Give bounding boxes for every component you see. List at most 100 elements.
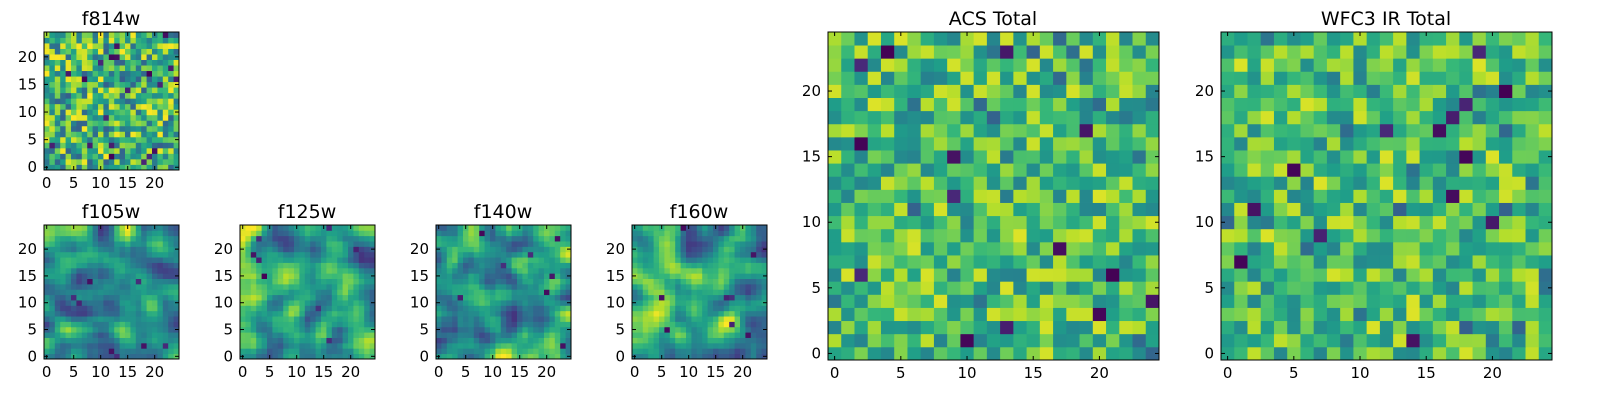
heatmap-cell	[1538, 84, 1553, 98]
heatmap-cell	[484, 326, 491, 333]
heatmap-cell	[653, 262, 660, 269]
heatmap-cell	[98, 262, 104, 269]
heatmap-cell	[560, 235, 566, 242]
heatmap-cell	[686, 241, 692, 247]
heatmap-cell	[1419, 71, 1434, 85]
heatmap-cell	[680, 289, 687, 296]
heatmap-cell	[92, 114, 99, 121]
y-tick-label: 5	[223, 321, 233, 339]
heatmap-cell	[272, 267, 279, 274]
heatmap-cell	[267, 321, 273, 328]
heatmap-cell	[125, 131, 131, 138]
heatmap-cell	[1353, 294, 1368, 308]
heatmap-cell	[1326, 176, 1341, 190]
heatmap-cell	[560, 300, 566, 306]
heatmap-cell	[44, 37, 50, 44]
heatmap-cell	[933, 84, 948, 98]
heatmap-cell	[283, 283, 289, 290]
heatmap-cell	[76, 353, 83, 360]
heatmap-cell	[141, 109, 147, 116]
heatmap-cell	[1026, 189, 1041, 203]
heatmap-cell	[828, 71, 842, 85]
heatmap-cell	[446, 294, 453, 301]
heatmap-cell	[729, 267, 735, 274]
heatmap-cell	[642, 251, 649, 258]
heatmap-cell	[1326, 268, 1341, 282]
heatmap-cell	[933, 346, 948, 361]
heatmap-cell	[1419, 333, 1434, 348]
heatmap-cell	[108, 153, 115, 160]
heatmap-cell	[880, 307, 895, 322]
heatmap-cell	[1273, 84, 1288, 98]
panel-f105w: f105w 0 5 10 15 20 0 5 10 15 20	[18, 201, 180, 381]
heatmap-cell	[718, 246, 725, 253]
heatmap-cell	[761, 289, 768, 296]
heatmap-cell	[60, 147, 66, 154]
heatmap-cell	[1287, 176, 1301, 190]
heatmap-cell	[522, 342, 529, 349]
heatmap-cell	[1287, 136, 1301, 151]
heatmap-cell	[369, 278, 376, 285]
heatmap-cell	[152, 125, 158, 132]
heatmap-cell	[277, 326, 284, 333]
heatmap-cell	[675, 246, 681, 253]
heatmap-cell	[664, 348, 671, 355]
heatmap-cell	[250, 246, 257, 253]
heatmap-cell	[867, 281, 882, 295]
heatmap-cell	[1000, 136, 1014, 151]
heatmap-cell	[1393, 215, 1407, 230]
heatmap-cell	[358, 348, 365, 355]
heatmap-cell	[1039, 136, 1054, 151]
heatmap-cell	[1366, 268, 1381, 282]
heatmap-cell	[81, 114, 88, 121]
heatmap-cell	[146, 43, 153, 49]
heatmap-cell	[267, 326, 273, 333]
heatmap-cell	[353, 321, 360, 328]
heatmap-cell	[1419, 150, 1434, 164]
heatmap-cell	[533, 267, 539, 274]
heatmap-cell	[348, 300, 354, 306]
heatmap-cell	[675, 294, 681, 301]
heatmap-cell	[168, 76, 174, 83]
heatmap-cell	[157, 48, 164, 55]
heatmap-cell	[538, 348, 545, 355]
heatmap-cell	[1132, 189, 1147, 203]
heatmap-cell	[114, 153, 120, 160]
heatmap-cell	[310, 321, 316, 328]
heatmap-cell	[490, 289, 496, 296]
heatmap-cell	[65, 81, 72, 88]
heatmap-cell	[331, 241, 338, 247]
heatmap-cell	[1459, 176, 1473, 190]
heatmap-cell	[81, 230, 88, 237]
heatmap-cell	[1273, 202, 1288, 217]
heatmap-cell	[135, 300, 142, 306]
heatmap-cell	[71, 257, 77, 263]
heatmap-cell	[108, 59, 115, 66]
heatmap-cell	[1393, 294, 1407, 308]
heatmap-cell	[315, 262, 322, 269]
heatmap-cell	[1092, 202, 1107, 217]
heatmap-cell	[152, 235, 158, 242]
heatmap-cell	[54, 300, 61, 306]
heatmap-cell	[162, 241, 169, 247]
heatmap-cell	[1066, 110, 1080, 125]
heatmap-cell	[168, 43, 174, 49]
heatmap-cell	[152, 153, 158, 160]
heatmap-cell	[1053, 307, 1067, 322]
heatmap-cell	[321, 230, 327, 237]
heatmap-cell	[103, 48, 110, 55]
heatmap-cell	[92, 348, 99, 355]
heatmap-cell	[81, 70, 88, 77]
heatmap-cell	[750, 305, 757, 312]
heatmap-cell	[1234, 202, 1248, 217]
heatmap-cell	[60, 310, 66, 317]
heatmap-cell	[245, 316, 252, 322]
heatmap-cell	[680, 241, 687, 247]
heatmap-cell	[1273, 307, 1288, 322]
heatmap-cell	[250, 300, 257, 306]
heatmap-cell	[680, 283, 687, 290]
heatmap-cell	[108, 230, 115, 237]
heatmap-cell	[1366, 333, 1381, 348]
heatmap-cell	[299, 241, 306, 247]
heatmap-cell	[49, 98, 56, 105]
